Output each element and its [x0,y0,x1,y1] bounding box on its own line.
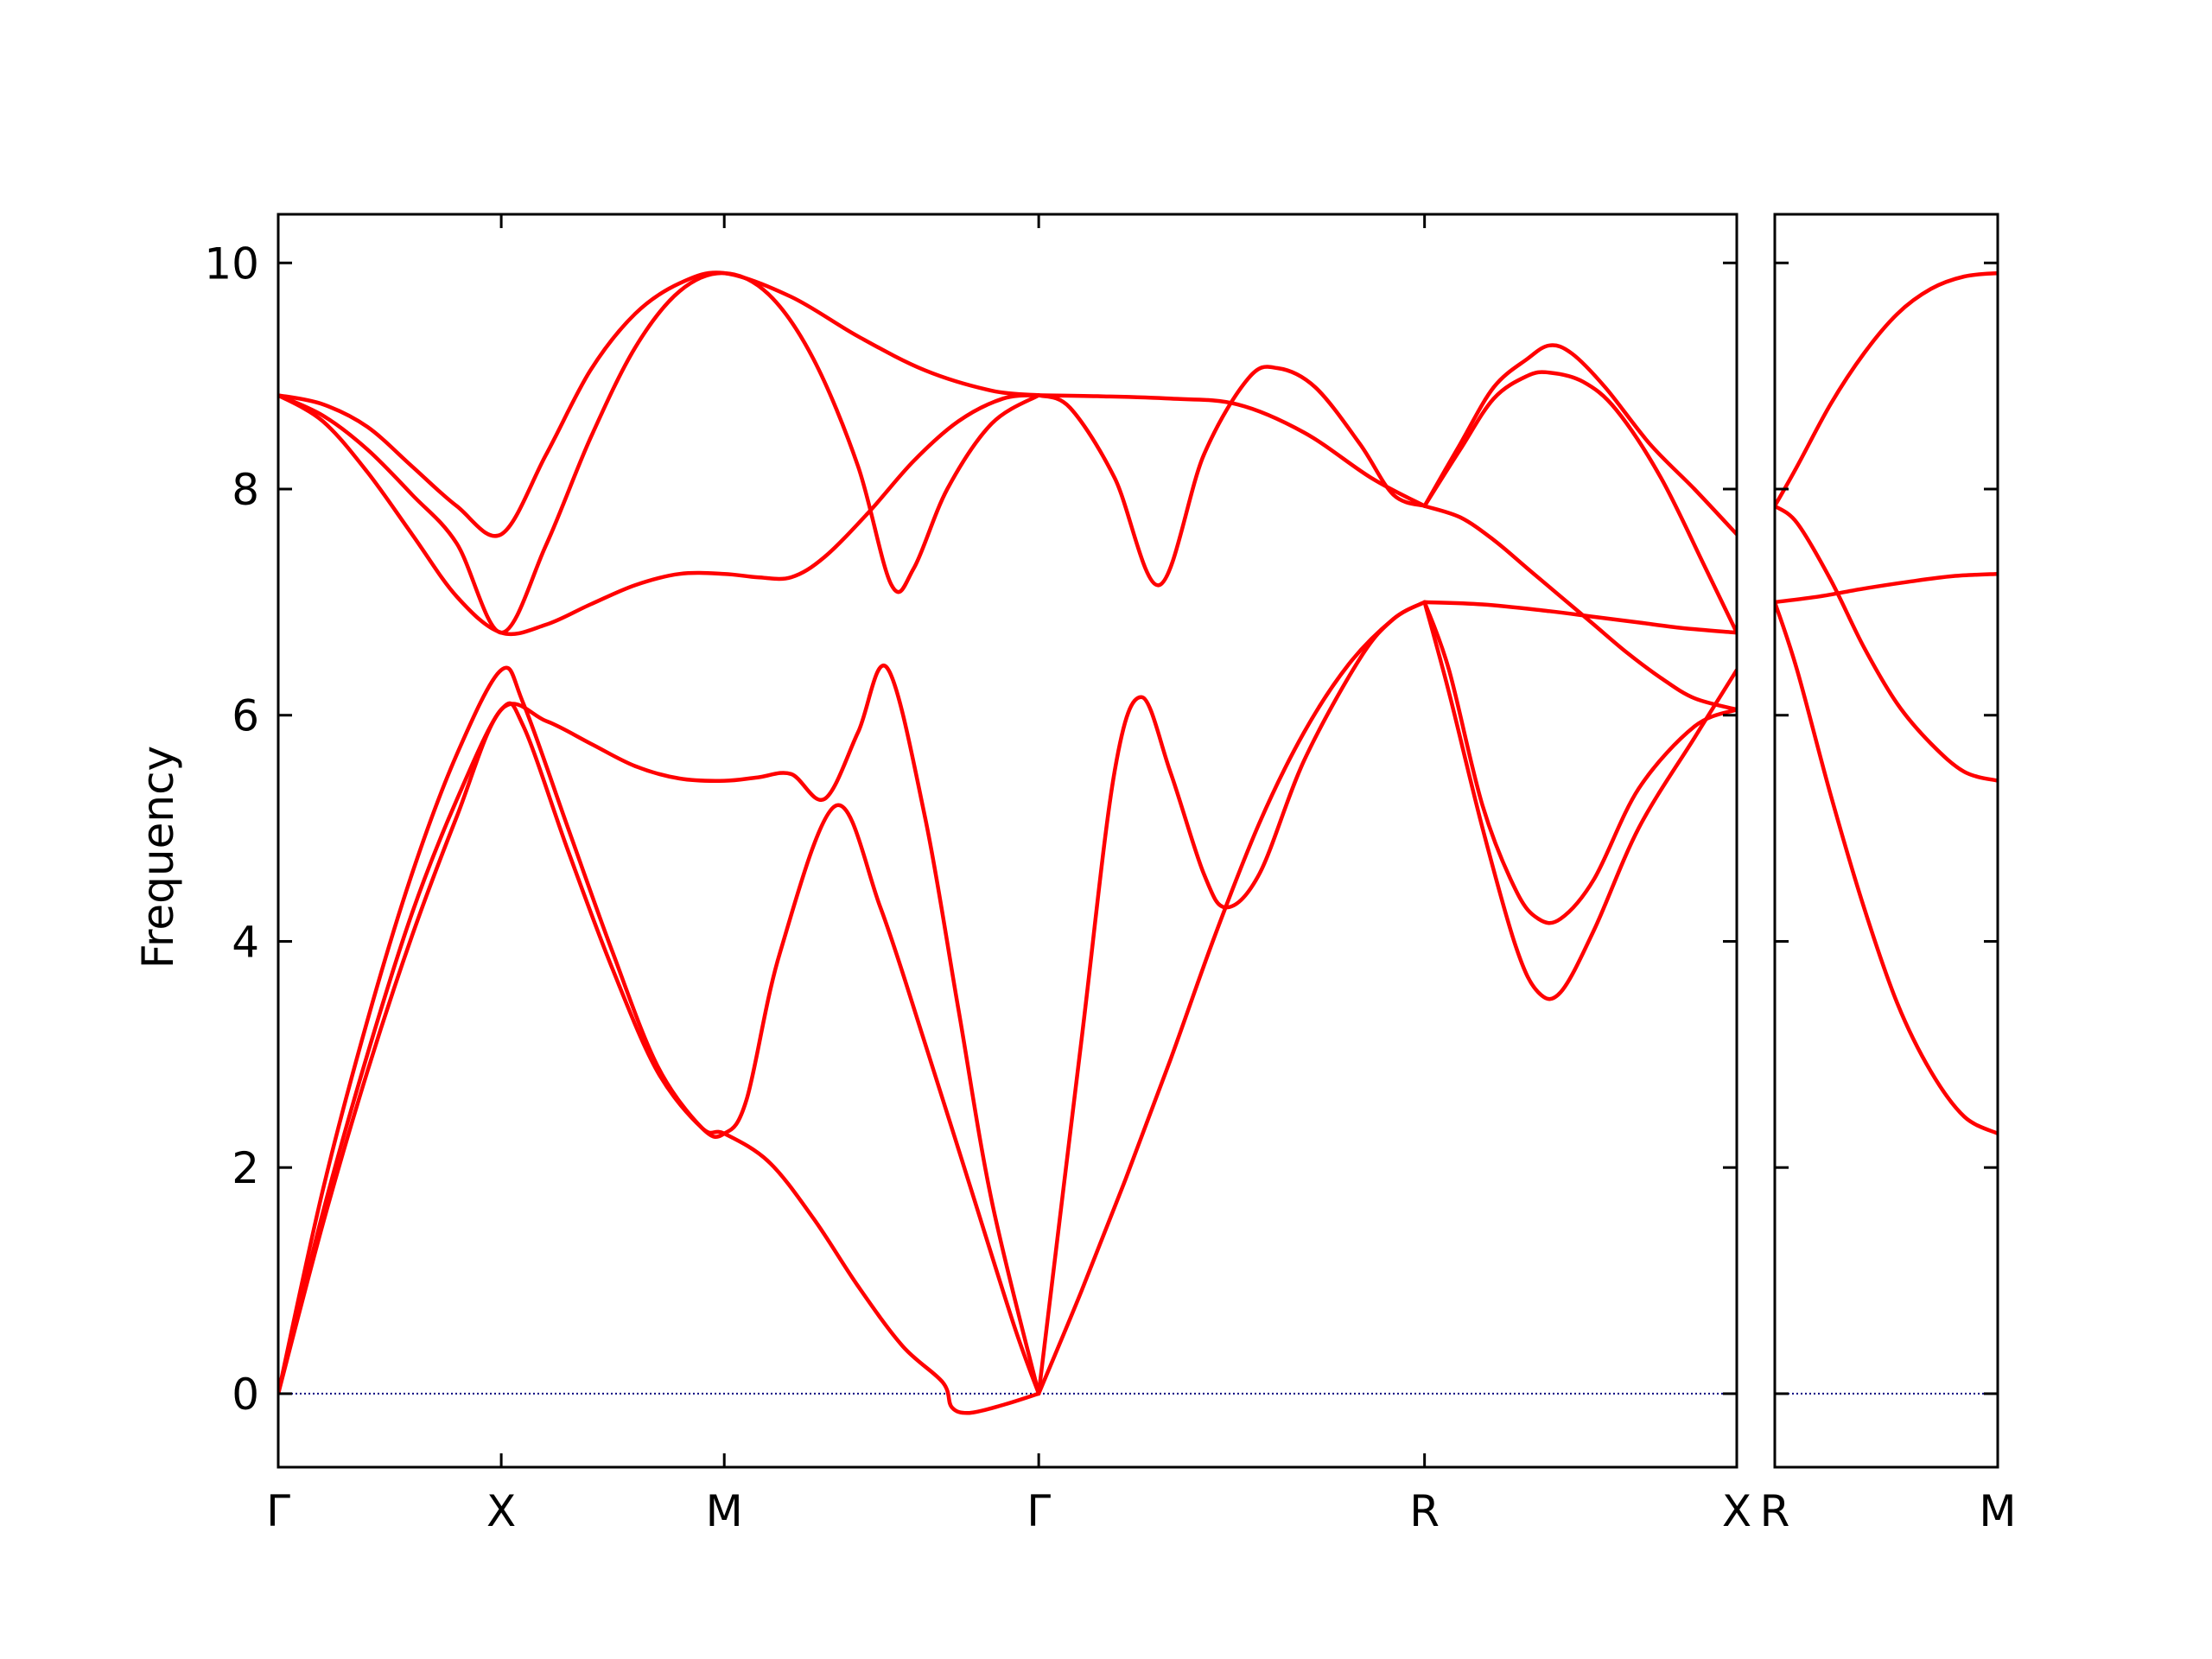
panel-main: 0 2 4 6 8 10 Γ X M Γ R X [204,213,1751,1536]
bands-group [278,270,1737,1415]
y-tick-label: 10 [204,238,259,289]
band-line [278,270,1041,635]
y-tick-label: 2 [232,1143,259,1193]
x-tick-label: M [1979,1486,2016,1536]
x-tick-label: Γ [266,1486,290,1536]
band-line [1422,504,1737,712]
band-line [1036,600,1427,1396]
band-line [1775,270,1998,508]
band-line [278,393,1041,637]
y-tick-label: 6 [232,691,259,741]
band-line [1422,600,1737,635]
band-line [1775,571,1998,605]
band-line [278,270,1041,538]
x-tick-label: R [1409,1486,1440,1536]
band-line [1422,370,1737,635]
band-line [1036,365,1427,588]
x-tick-label: X [1722,1486,1751,1536]
band-line [1036,600,1427,1396]
band-line [278,665,1041,1396]
band-line [1422,343,1737,537]
band-line [278,664,1041,1396]
y-tick-label: 4 [232,917,259,967]
band-line [1036,393,1427,508]
band-line [1422,600,1737,925]
band-line [1775,504,1998,783]
plot-frame [276,213,1738,1469]
bands-group [1775,270,1998,1136]
x-tick-label: R [1760,1486,1790,1536]
y-tick-label: 8 [232,465,259,515]
band-line [1422,600,1737,1001]
x-tick-label: X [486,1486,516,1536]
y-tick-label: 0 [232,1370,259,1420]
x-tick-label: Γ [1027,1486,1051,1536]
band-line [278,701,1041,1415]
band-line [1775,600,1998,1136]
y-axis-label: Frequency [133,746,183,969]
x-tick-label: M [706,1486,743,1536]
plot-frame [1773,213,1999,1469]
